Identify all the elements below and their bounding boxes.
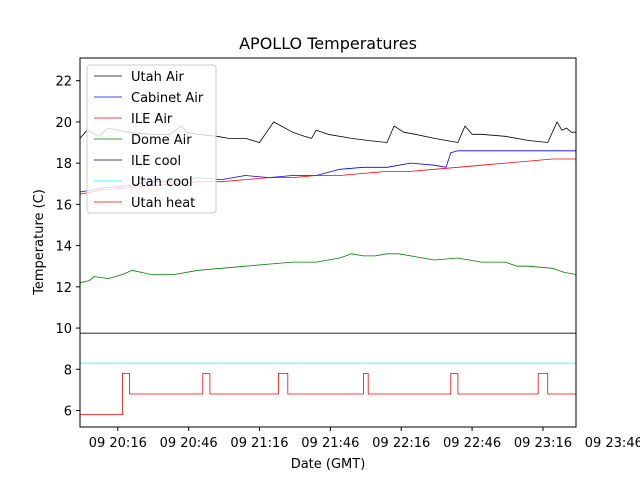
legend-label: ILE cool bbox=[131, 154, 181, 169]
y-tick-label: 18 bbox=[55, 157, 72, 172]
x-axis: 09 20:16 09 20:46 09 21:16 09 21:46 09 22:16… bbox=[89, 427, 640, 451]
legend-entry-dome-air: Dome Air bbox=[94, 133, 192, 148]
y-tick-label: 8 bbox=[64, 363, 72, 378]
legend-entry-ile-air: ILE Air bbox=[94, 112, 173, 127]
x-axis-label: Date (GMT) bbox=[291, 457, 366, 472]
legend-entry-utah-heat: Utah heat bbox=[94, 196, 195, 211]
x-tick-label: 09 21:16 bbox=[230, 436, 288, 451]
legend-entry-cabinet-air: Cabinet Air bbox=[94, 91, 204, 106]
plot-frame bbox=[79, 57, 577, 428]
y-axis: 6 8 10 12 14 16 18 20 22 bbox=[55, 75, 80, 420]
legend-entry-ile-cool: ILE cool bbox=[94, 154, 181, 169]
x-tick-label: 09 23:16 bbox=[514, 436, 572, 451]
y-tick-label: 20 bbox=[55, 116, 72, 131]
x-tick-label: 09 20:16 bbox=[89, 436, 147, 451]
y-tick-label: 12 bbox=[55, 281, 72, 296]
legend-label: ILE Air bbox=[131, 112, 173, 127]
y-axis-label: Temperature (C) bbox=[32, 189, 47, 296]
legend-label: Utah heat bbox=[131, 196, 195, 211]
legend-label: Utah cool bbox=[131, 175, 193, 190]
series-line-utah-heat bbox=[80, 372, 576, 416]
legend-label: Utah Air bbox=[131, 70, 184, 85]
series-line-dome-air bbox=[79, 253, 577, 284]
legend-entry-utah-cool: Utah cool bbox=[94, 175, 193, 190]
y-tick-label: 6 bbox=[64, 405, 72, 420]
legend-label: Cabinet Air bbox=[131, 91, 204, 106]
y-tick-label: 10 bbox=[55, 322, 72, 337]
x-tick-label: 09 20:46 bbox=[160, 436, 218, 451]
y-tick-label: 14 bbox=[55, 240, 72, 255]
legend-label: Dome Air bbox=[131, 133, 192, 148]
y-tick-label: 16 bbox=[55, 198, 72, 213]
legend: Utah Air Cabinet Air ILE Air Dome Air ILE co… bbox=[86, 64, 217, 214]
chart-title: APOLLO Temperatures bbox=[239, 34, 417, 53]
x-tick-label: 09 22:46 bbox=[443, 436, 501, 451]
x-tick-label: 09 21:46 bbox=[301, 436, 359, 451]
legend-entry-utah-air: Utah Air bbox=[94, 70, 184, 85]
x-tick-label: 09 22:16 bbox=[372, 436, 430, 451]
legend-box bbox=[86, 64, 217, 214]
y-tick-label: 22 bbox=[55, 75, 72, 90]
x-tick-label: 09 23:46 bbox=[585, 436, 640, 451]
